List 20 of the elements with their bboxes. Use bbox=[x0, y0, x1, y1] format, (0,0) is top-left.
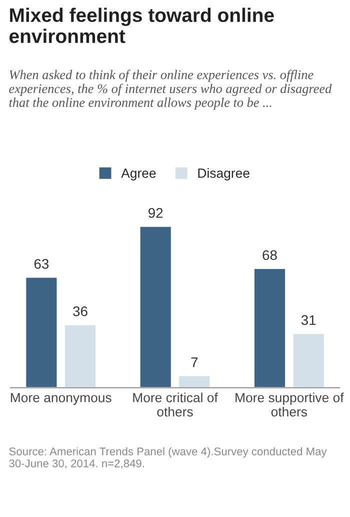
data-label: 31 bbox=[301, 315, 316, 326]
chart-title: Mixed feelings toward online environment bbox=[10, 8, 274, 44]
x-tick-label: More supportive of others bbox=[236, 392, 344, 417]
legend-label: Disagree bbox=[198, 168, 250, 180]
bar bbox=[64, 324, 97, 388]
data-label: 63 bbox=[34, 258, 49, 269]
x-tick-label: More critical of others bbox=[133, 392, 218, 417]
source-note: Source: American Trends Panel (wave 4).Survey conducted May 30-June 30, 2014. n=2,849. bbox=[9, 447, 327, 469]
bar bbox=[24, 276, 58, 388]
legend-label: Agree bbox=[121, 168, 156, 180]
x-tick-label: More anonymous bbox=[10, 393, 112, 405]
data-label: 36 bbox=[73, 306, 88, 316]
bar bbox=[178, 374, 212, 388]
data-label: 92 bbox=[148, 208, 163, 218]
data-label: 7 bbox=[191, 357, 198, 368]
bar bbox=[253, 268, 286, 388]
bar bbox=[292, 332, 326, 388]
data-label: 68 bbox=[262, 250, 277, 260]
chart-subtitle: When asked to think of their online experiences vs. offline experiences, the % of internet users who agreed or disagreed that the online environment allows people to be ... bbox=[9, 70, 332, 110]
bar bbox=[138, 225, 172, 388]
